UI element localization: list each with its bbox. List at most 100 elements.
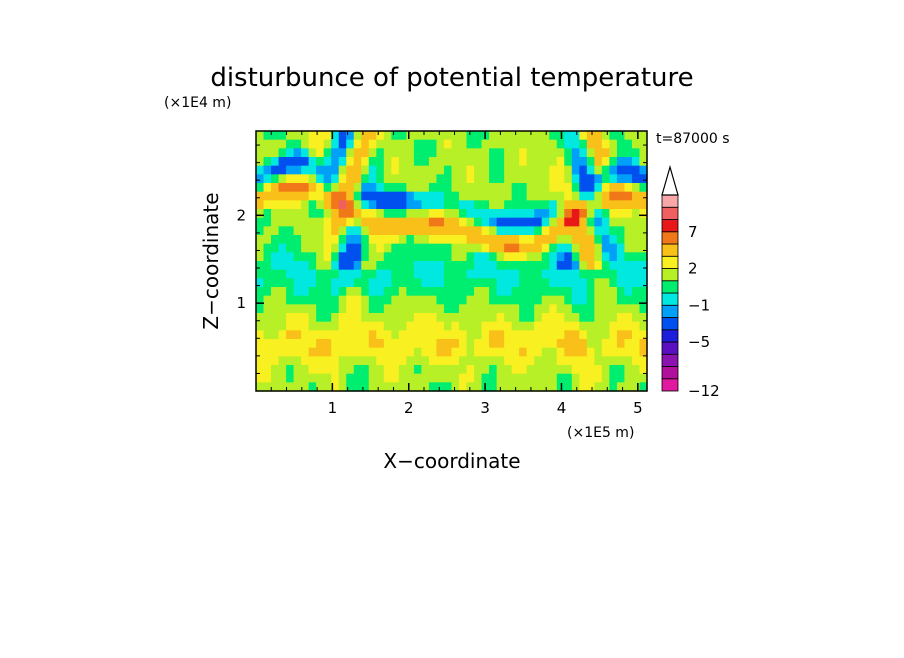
field-cell [293,209,302,219]
field-cell [496,131,505,141]
field-cell [331,235,340,245]
field-cell [346,261,355,271]
field-cell [549,330,558,340]
field-cell [271,165,280,175]
field-cell [564,226,573,236]
field-cell [301,148,310,158]
field-cell [586,174,595,184]
field-cell [496,174,505,184]
field-cell [616,373,626,383]
field-cell [631,347,641,357]
field-cell [316,339,325,349]
field-cell [368,330,377,340]
field-cell [571,347,580,357]
field-cell [413,347,423,357]
field-cell [391,382,400,392]
field-cell [413,295,423,305]
field-cell [346,217,355,227]
field-cell [421,157,430,167]
field-cell [564,235,573,245]
field-cell [338,304,347,314]
field-cell [301,373,310,383]
field-cell [571,269,580,279]
field-cell [353,157,362,167]
field-cell [594,295,603,305]
field-cell [308,295,317,305]
field-cell [421,131,430,141]
field-cell [256,287,265,297]
field-cell [436,235,445,245]
field-cell [383,304,392,314]
field-cell [286,174,295,184]
field-cell [353,365,362,375]
field-cell [421,261,430,271]
field-cell [301,200,310,210]
field-cell [406,295,415,305]
field-cell [256,304,265,314]
field-cell [616,356,626,366]
field-cell [406,356,415,366]
field-cell [308,269,317,279]
field-cell [323,278,332,288]
field-cell [406,313,415,323]
field-cell [436,148,445,158]
field-cell [511,269,520,279]
field-cell [361,356,370,366]
field-cell [256,269,265,279]
field-cell [489,261,498,271]
field-cell [293,269,302,279]
field-cell [413,287,423,297]
field-cell [481,174,490,184]
field-cell [271,148,280,158]
field-cell [353,191,362,201]
field-cell [361,347,370,357]
field-cell [436,157,445,167]
field-cell [609,339,618,349]
field-cell [443,183,453,193]
field-cell [466,252,475,262]
field-cell [406,330,415,340]
field-cell [594,191,603,201]
field-cell [263,313,272,323]
field-cell [504,339,513,349]
field-cell [451,235,460,245]
field-cell [541,148,550,158]
field-cell [376,148,385,158]
field-cell [609,295,618,305]
field-cell [443,287,453,297]
field-cell [504,295,513,305]
field-cell [451,347,460,357]
field-cell [383,287,392,297]
field-cell [474,261,483,271]
field-cell [489,287,498,297]
field-cell [338,269,347,279]
field-cell [368,373,377,383]
field-cell [601,295,610,305]
field-cell [368,287,377,297]
field-cell [601,373,610,383]
field-cell [556,226,565,236]
field-cell [278,339,287,349]
field-cell [451,356,460,366]
field-cell [549,200,558,210]
field-cell [398,174,407,184]
field-cell [383,339,392,349]
field-cell [436,174,445,184]
field-cell [511,287,520,297]
field-cell [489,339,498,349]
field-cell [549,269,558,279]
field-cell [398,131,407,141]
field-cell [609,183,618,193]
field-cell [398,243,407,253]
field-cell [466,304,475,314]
field-cell [579,148,588,158]
field-cell [428,183,438,193]
field-cell [594,347,603,357]
field-cell [526,243,535,253]
field-cell [443,356,453,366]
field-cell [271,191,280,201]
field-cell [534,356,543,366]
field-cell [391,235,400,245]
field-cell [301,243,310,253]
field-cell [534,269,543,279]
